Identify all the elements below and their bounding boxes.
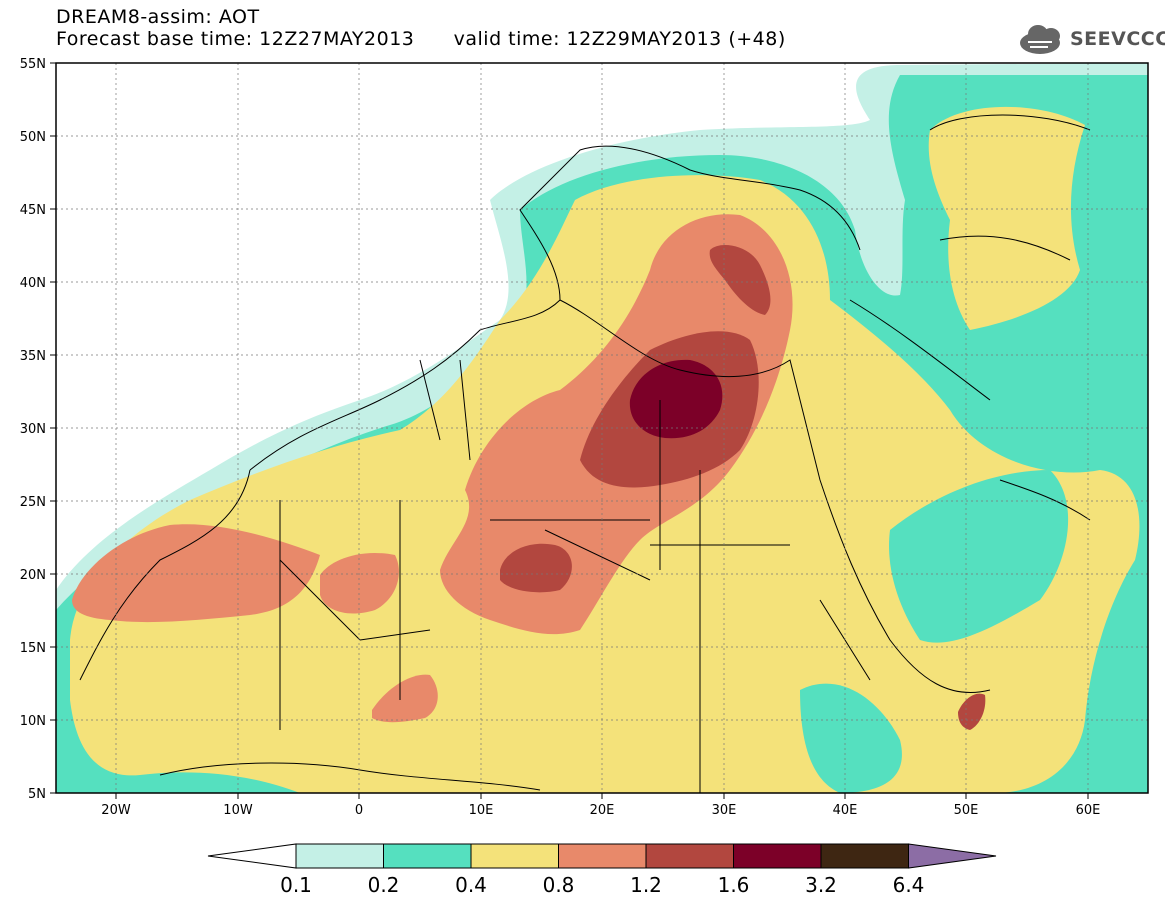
lon-labels: 20W 10W 0 10E 20E 30E 40E 50E 60E <box>101 803 1100 818</box>
aot-region-0.2-ethiopia <box>800 683 902 793</box>
colorbar-label: 0.2 <box>368 873 400 897</box>
colorbar-cell-0.1 <box>295 843 384 869</box>
lon-label: 20E <box>590 803 615 818</box>
colorbar-label: 1.2 <box>630 873 662 897</box>
colorbar-label: 1.6 <box>718 873 750 897</box>
aot-region-0.4-caspian <box>928 106 1085 330</box>
colorbar-cell-0.2 <box>383 843 472 869</box>
colorbar-high-arrow <box>908 843 997 869</box>
colorbar-cell-1.6 <box>733 843 822 869</box>
axis-ticks <box>50 62 1089 799</box>
lat-label: 35N <box>20 349 46 364</box>
lat-label: 25N <box>20 495 46 510</box>
colorbar-label: 6.4 <box>893 873 925 897</box>
colorbar-cell-3.2 <box>820 843 909 869</box>
lon-label: 20W <box>101 803 131 818</box>
aot-region-0.8-west <box>72 524 320 623</box>
lon-label: 60E <box>1076 803 1101 818</box>
colorbar-label: 0.4 <box>455 873 487 897</box>
seevccc-logo-text: SEEVCCC <box>1070 28 1165 50</box>
forecast-times: Forecast base time: 12Z27MAY2013 valid t… <box>56 28 786 50</box>
colorbar-label: 3.2 <box>805 873 837 897</box>
aot-region-1.6 <box>629 359 723 439</box>
lat-label: 40N <box>20 276 46 291</box>
lat-label: 55N <box>20 57 46 72</box>
lat-label: 10N <box>20 714 46 729</box>
colorbar-cell-0.8 <box>558 843 647 869</box>
aot-region-1.2-turkey <box>709 245 771 315</box>
lat-label: 30N <box>20 422 46 437</box>
colorbar-label: 0.8 <box>543 873 575 897</box>
aot-region-1.2-chad <box>500 543 572 593</box>
lat-labels: 55N 50N 45N 40N 35N 30N 25N 20N 15N 10N … <box>20 57 46 802</box>
map-title: DREAM8-assim: AOT <box>56 6 260 28</box>
colorbar: 0.1 0.2 0.4 0.8 1.2 1.6 3.2 6.4 <box>207 843 997 897</box>
lat-label: 50N <box>20 130 46 145</box>
lon-label: 10E <box>469 803 494 818</box>
aot-region-0.8-nigeria <box>372 674 438 723</box>
colorbar-cell-0.4 <box>470 843 559 869</box>
lon-label: 0 <box>355 803 363 818</box>
lat-label: 45N <box>20 203 46 218</box>
lon-label: 50E <box>954 803 979 818</box>
lon-label: 30E <box>712 803 737 818</box>
colorbar-cell-1.2 <box>645 843 734 869</box>
lat-label: 20N <box>20 568 46 583</box>
aot-region-0.2-arabia <box>889 470 1069 643</box>
colorbar-low-arrow <box>207 843 297 869</box>
lat-label: 15N <box>20 641 46 656</box>
aot-region-1.2-somalia <box>958 693 986 730</box>
colorbar-label: 0.1 <box>280 873 312 897</box>
cloud-icon <box>1020 25 1060 54</box>
lat-lon-grid <box>56 63 1148 793</box>
lon-label: 10W <box>223 803 253 818</box>
aot-region-0.8-mid <box>320 552 399 614</box>
lon-label: 40E <box>833 803 858 818</box>
lat-label: 5N <box>28 787 46 802</box>
coastlines <box>79 114 1091 793</box>
